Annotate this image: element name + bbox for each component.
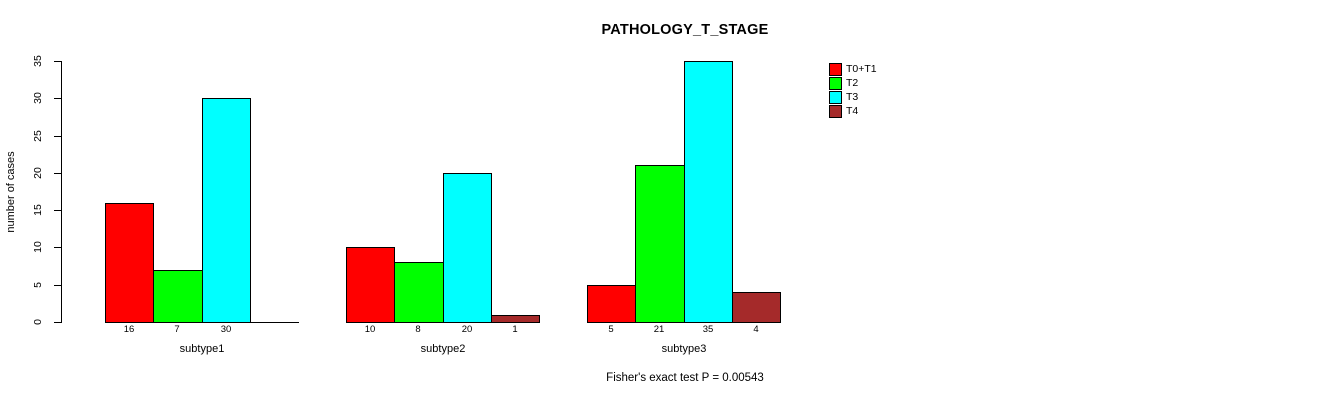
legend-label: T4 — [846, 105, 859, 117]
y-tick — [54, 247, 61, 248]
y-tick-label: 15 — [32, 204, 44, 216]
category-label: subtype2 — [420, 343, 466, 355]
legend-swatch — [829, 91, 842, 104]
bar — [202, 98, 251, 323]
chart-title: PATHOLOGY_T_STAGE — [601, 22, 769, 38]
bar — [684, 61, 733, 323]
bar-value-label: 8 — [415, 324, 421, 335]
bar-value-label: 4 — [753, 324, 759, 335]
y-tick — [54, 210, 61, 211]
legend-swatch — [829, 63, 842, 76]
legend-label: T3 — [846, 91, 859, 103]
bar-value-label: 10 — [364, 324, 376, 335]
y-tick — [54, 173, 61, 174]
bar — [105, 203, 154, 323]
bar-value-label: 20 — [461, 324, 473, 335]
legend-label: T2 — [846, 77, 859, 89]
y-tick-label: 30 — [32, 92, 44, 104]
bar — [394, 262, 444, 323]
bar-value-label: 30 — [220, 324, 232, 335]
y-axis-line — [61, 61, 62, 323]
bar-value-label: 21 — [653, 324, 665, 335]
bar — [491, 315, 540, 323]
y-tick-label: 35 — [32, 55, 44, 67]
bar-value-label: 1 — [512, 324, 518, 335]
bar — [635, 165, 685, 323]
legend-swatch — [829, 77, 842, 90]
bar-value-label: 16 — [123, 324, 135, 335]
bar-value-label: 35 — [702, 324, 714, 335]
y-tick-label: 10 — [32, 241, 44, 253]
y-tick — [54, 61, 61, 62]
y-tick-label: 0 — [32, 319, 44, 325]
bar — [443, 173, 492, 323]
y-tick-label: 25 — [32, 130, 44, 142]
stat-annotation: Fisher's exact test P = 0.00543 — [606, 372, 764, 384]
bar — [153, 270, 203, 323]
bar-value-label: 5 — [608, 324, 614, 335]
category-label: subtype3 — [661, 343, 707, 355]
y-axis-label: number of cases — [5, 151, 17, 233]
y-tick-label: 5 — [32, 282, 44, 288]
bar — [732, 292, 781, 323]
y-tick — [54, 285, 61, 286]
legend-swatch — [829, 105, 842, 118]
y-tick — [54, 98, 61, 99]
y-tick — [54, 136, 61, 137]
bar — [346, 247, 395, 323]
bar-value-label: 7 — [174, 324, 180, 335]
category-label: subtype1 — [179, 343, 225, 355]
y-tick-label: 20 — [32, 167, 44, 179]
bar — [587, 285, 636, 323]
y-tick — [54, 322, 61, 323]
legend-label: T0+T1 — [846, 63, 877, 75]
